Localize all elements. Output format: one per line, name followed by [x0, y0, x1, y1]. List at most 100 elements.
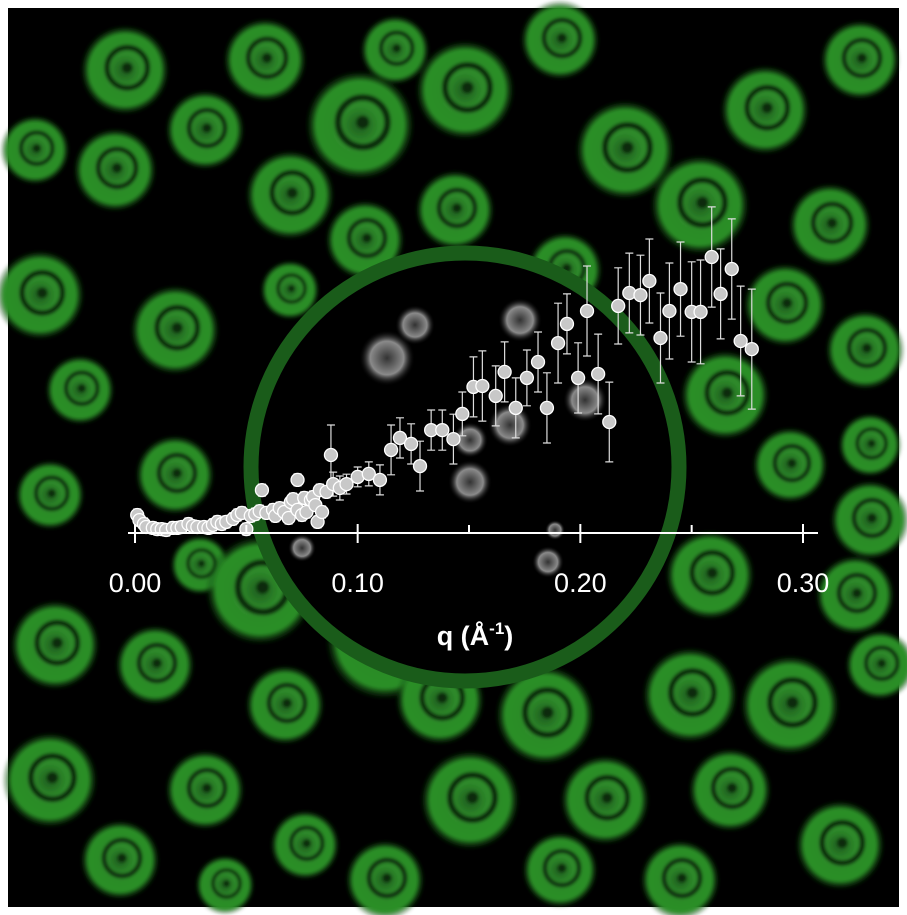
data-point [674, 283, 687, 296]
cell-core [878, 659, 886, 667]
cell-core [697, 197, 709, 209]
data-point [476, 380, 489, 393]
cell-core [78, 384, 86, 392]
cell-core [787, 459, 796, 468]
cell-core [467, 792, 479, 804]
particle [448, 460, 492, 504]
data-point [634, 289, 647, 302]
data-point [532, 356, 545, 369]
figure: 0.000.100.200.30 q (Å-1) [0, 0, 907, 915]
x-tick-label: 0.20 [554, 568, 607, 598]
data-point [291, 473, 304, 486]
x-tick-label: 0.10 [331, 568, 384, 598]
data-point [447, 433, 460, 446]
data-point [540, 401, 553, 414]
x-tick-label: 0.30 [777, 568, 830, 598]
page: {"chart_data": {"type": "scatter", "xlab… [0, 0, 907, 915]
cell-core [462, 82, 474, 94]
cell-core [687, 687, 699, 699]
particle [498, 298, 542, 342]
particle [545, 520, 565, 540]
data-point [324, 449, 337, 462]
data-point [456, 407, 469, 420]
cell-core [452, 203, 462, 213]
cell-core [172, 322, 183, 333]
cell-core [112, 163, 122, 173]
particle [563, 378, 607, 422]
cell-core [787, 697, 799, 709]
cell-core [622, 142, 634, 154]
cell-core [172, 468, 182, 478]
cell-core [117, 853, 127, 863]
cell-core [393, 44, 401, 52]
data-point [498, 365, 511, 378]
data-point [592, 368, 605, 381]
cell-core [862, 343, 872, 353]
x-tick-label: 0.00 [109, 568, 162, 598]
cell-core [837, 837, 848, 848]
cell-core [37, 287, 48, 298]
cell-core [557, 33, 567, 43]
data-point [414, 460, 427, 473]
cell-core [762, 102, 773, 113]
cell-core [122, 62, 133, 73]
particle [395, 305, 435, 345]
data-point [572, 371, 585, 384]
cell-core [677, 873, 687, 883]
cell-core [857, 53, 867, 63]
cell-core [152, 658, 162, 668]
data-point [581, 305, 594, 318]
cell-core [256, 581, 269, 594]
data-point [694, 305, 707, 318]
cell-core [707, 567, 718, 578]
data-point [714, 287, 727, 300]
cell-core [867, 513, 877, 523]
cell-core [52, 637, 63, 648]
cell-core [557, 864, 566, 873]
data-point [373, 473, 386, 486]
data-point [405, 437, 418, 450]
data-point [520, 371, 533, 384]
cell-core [727, 783, 737, 793]
data-point [489, 389, 502, 402]
data-point [560, 317, 573, 330]
cell-core [827, 218, 837, 228]
cell-core [722, 387, 733, 398]
cell-core [262, 53, 272, 63]
cell-core [288, 285, 295, 292]
data-point [385, 443, 398, 456]
cell-core [48, 489, 56, 497]
cell-core [852, 588, 862, 598]
data-point [436, 424, 449, 437]
data-point [255, 484, 268, 497]
data-point [654, 332, 667, 345]
cell-core [33, 144, 41, 152]
particle [288, 534, 316, 562]
cell-core [868, 440, 876, 448]
data-point [603, 416, 616, 429]
cell-core [223, 880, 230, 887]
data-point [705, 251, 718, 264]
data-point [643, 275, 656, 288]
data-point [612, 299, 625, 312]
cell-core [303, 839, 311, 847]
cell-core [198, 560, 205, 567]
cell-core [362, 233, 372, 243]
cell-core [202, 123, 212, 133]
cell-core [282, 698, 292, 708]
data-point [725, 263, 738, 276]
cell-core [437, 692, 448, 703]
cell-core [602, 792, 613, 803]
cell-core [782, 298, 792, 308]
data-point [745, 343, 758, 356]
x-axis-label-text: q (Å [437, 620, 489, 651]
cell-core [202, 783, 212, 793]
cell-core [356, 116, 369, 129]
data-point [663, 305, 676, 318]
x-axis-label-close: ) [504, 621, 513, 651]
data-point [734, 335, 747, 348]
cell-core [47, 772, 59, 784]
cell-core [382, 873, 392, 883]
data-point [316, 506, 329, 519]
data-point [552, 337, 565, 350]
